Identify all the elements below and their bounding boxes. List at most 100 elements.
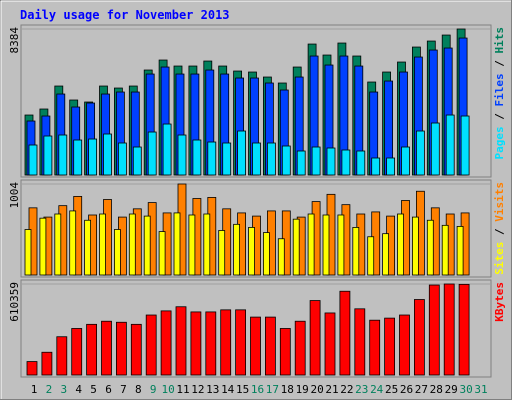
- x-tick-label: 14: [221, 383, 235, 396]
- bar: [399, 314, 410, 376]
- bar: [233, 223, 241, 276]
- bar: [237, 130, 247, 176]
- x-tick-label: 8: [135, 383, 142, 396]
- bar: [352, 227, 360, 276]
- bar: [43, 135, 53, 176]
- x-tick-label: 18: [281, 383, 294, 396]
- bar: [430, 122, 440, 176]
- bar: [222, 142, 232, 176]
- x-tick-label: 10: [161, 383, 174, 396]
- bar: [54, 213, 62, 276]
- bar: [339, 290, 351, 376]
- x-tick-label: 20: [310, 383, 323, 396]
- bar: [24, 229, 32, 276]
- bar: [441, 224, 449, 276]
- bar: [145, 314, 157, 376]
- bar: [250, 316, 261, 376]
- bar: [190, 311, 202, 376]
- bar: [426, 219, 434, 276]
- bar: [354, 308, 366, 376]
- bar: [262, 232, 270, 276]
- bar: [26, 361, 38, 376]
- bar: [173, 212, 181, 276]
- bar: [337, 214, 345, 276]
- bar: [411, 216, 419, 276]
- bar: [99, 213, 106, 276]
- x-tick-label: 1: [31, 383, 38, 396]
- bar: [369, 319, 381, 376]
- bar: [203, 213, 211, 276]
- bar: [277, 238, 285, 276]
- bar: [309, 300, 321, 376]
- bar: [397, 213, 404, 276]
- bar: [296, 150, 306, 176]
- x-tick-label: 11: [176, 383, 189, 396]
- bar: [130, 323, 142, 376]
- bar: [322, 214, 330, 276]
- bar: [114, 229, 121, 276]
- x-tick-label: 24: [370, 383, 384, 396]
- bar: [103, 133, 112, 176]
- bar: [118, 142, 127, 176]
- bar: [218, 230, 226, 276]
- bar: [294, 320, 306, 376]
- x-tick-label: 21: [325, 383, 338, 396]
- bar: [71, 328, 83, 376]
- bar: [413, 299, 425, 376]
- bar: [386, 157, 396, 176]
- x-tick-label: 17: [266, 383, 279, 396]
- legend: KBytes: [493, 282, 506, 322]
- bar: [307, 213, 315, 276]
- bar: [264, 316, 276, 376]
- bar: [116, 321, 127, 376]
- x-tick-label: 12: [191, 383, 204, 396]
- bar: [220, 309, 232, 376]
- bar: [415, 130, 425, 176]
- y-tick-label: 610359: [8, 282, 21, 322]
- legend-entry: Hits: [493, 27, 506, 54]
- bar: [128, 213, 136, 276]
- x-tick-label: 6: [105, 383, 112, 396]
- bar: [41, 351, 53, 376]
- bar: [132, 146, 142, 176]
- bar: [28, 144, 38, 176]
- x-tick-label: 30: [459, 383, 472, 396]
- bar: [456, 226, 464, 276]
- legend: Pages / Files / Hits: [493, 27, 506, 160]
- x-tick-label: 19: [296, 383, 309, 396]
- bar: [192, 139, 202, 176]
- bar: [101, 320, 112, 376]
- bar: [371, 157, 381, 176]
- bar: [311, 146, 321, 176]
- x-tick-label: 4: [75, 383, 82, 396]
- bar: [382, 233, 390, 276]
- x-tick-label: 23: [355, 383, 368, 396]
- x-tick-label: 7: [120, 383, 127, 396]
- legend-separator: /: [493, 107, 506, 127]
- x-tick-label: 13: [206, 383, 219, 396]
- bar: [86, 323, 97, 376]
- bar: [281, 145, 291, 176]
- bar: [384, 317, 396, 376]
- bar: [188, 214, 196, 276]
- legend-entry: Sites: [493, 242, 506, 275]
- y-tick-label: 8384: [8, 27, 21, 54]
- bar: [460, 115, 470, 176]
- bar: [88, 138, 97, 176]
- x-tick-label: 16: [251, 383, 264, 396]
- bar: [292, 218, 300, 276]
- legend-entry: Visits: [493, 182, 506, 222]
- bar: [207, 141, 217, 176]
- bar: [266, 142, 276, 176]
- bar: [69, 210, 77, 276]
- x-tick-label: 25: [385, 383, 398, 396]
- x-tick-label: 26: [400, 383, 413, 396]
- bar: [458, 283, 470, 376]
- x-tick-label: 27: [415, 383, 428, 396]
- x-tick-label: 3: [60, 383, 67, 396]
- bar: [235, 309, 247, 376]
- x-tick-label: 31: [474, 383, 487, 396]
- x-tick-label: 22: [340, 383, 353, 396]
- legend-separator: /: [493, 222, 506, 242]
